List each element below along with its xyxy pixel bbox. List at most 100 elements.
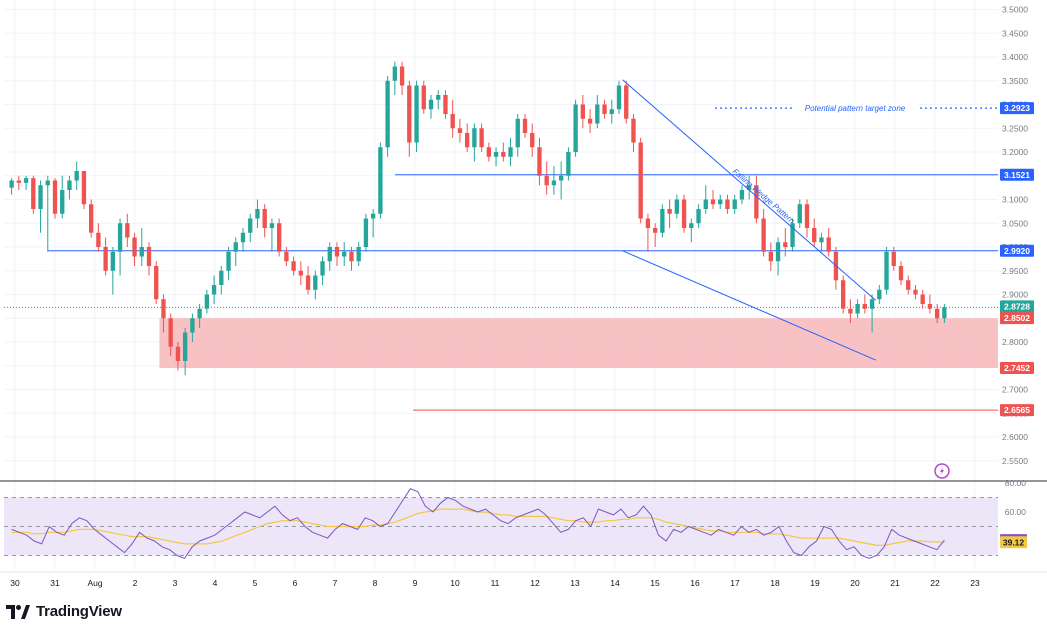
- candle: [934, 304, 940, 323]
- price-label-box: [1000, 102, 1034, 115]
- candle-body: [761, 218, 766, 252]
- candle: [544, 161, 549, 195]
- candle-body: [689, 223, 694, 228]
- candle-body: [305, 275, 311, 290]
- candle-body: [182, 332, 188, 361]
- time-tick-label: 6: [293, 578, 298, 588]
- candle: [942, 304, 947, 323]
- candle-body: [884, 251, 889, 290]
- candle: [284, 247, 289, 266]
- price-label-text: 2.9920: [1004, 246, 1030, 256]
- candle: [573, 99, 578, 157]
- candle-body: [139, 247, 144, 257]
- candle-body: [110, 251, 116, 271]
- candle-body: [804, 204, 810, 228]
- candle-body: [920, 294, 925, 304]
- candle: [154, 261, 159, 304]
- candle: [414, 80, 419, 152]
- candle-body: [428, 99, 434, 110]
- candle: [797, 199, 802, 228]
- candle: [645, 213, 651, 252]
- time-tick-label: 11: [491, 578, 500, 588]
- candle: [421, 80, 426, 114]
- flash-icon[interactable]: [934, 463, 950, 479]
- candle: [508, 137, 513, 167]
- candle: [739, 185, 745, 205]
- candle: [139, 228, 144, 266]
- candle: [45, 175, 50, 252]
- candle: [197, 304, 202, 328]
- time-tick-label: 8: [373, 578, 378, 588]
- candle-body: [616, 85, 622, 110]
- candle-body: [132, 237, 137, 257]
- candle: [103, 237, 108, 276]
- candle-body: [674, 199, 680, 214]
- price-tick-label: 3.4000: [1002, 52, 1028, 62]
- candle: [269, 218, 275, 252]
- candle-body: [934, 308, 940, 319]
- candle: [313, 270, 318, 300]
- candle: [457, 118, 463, 143]
- candle-body: [660, 209, 665, 233]
- candle-body: [573, 104, 578, 152]
- candle-body: [913, 289, 918, 295]
- price-tick-label: 2.9000: [1002, 290, 1028, 300]
- time-axis[interactable]: 30 31 Aug 2 3 4 5 6 7 8 9 10 11 12 13 14 15 16 17 18 19 20 21 2…: [0, 571, 1047, 588]
- candle-body: [262, 209, 267, 228]
- candle-body: [638, 142, 643, 219]
- candle-body: [645, 218, 651, 228]
- tradingview-brand[interactable]: TradingView: [6, 603, 122, 620]
- candle: [718, 194, 723, 209]
- candle: [848, 299, 853, 323]
- candle-body: [558, 175, 564, 181]
- candle-body: [284, 251, 289, 262]
- rsi-tick-label: 80.00: [1005, 478, 1027, 488]
- candle: [23, 175, 29, 190]
- candle-body: [732, 199, 737, 209]
- candle: [580, 95, 586, 129]
- candle-body: [226, 251, 231, 271]
- candle: [602, 99, 607, 119]
- candle-body: [826, 237, 831, 252]
- time-tick-label: 22: [930, 578, 940, 588]
- horizontal-levels: [4, 102, 998, 411]
- candle-body: [479, 128, 484, 148]
- candle: [168, 313, 173, 357]
- candle: [428, 95, 434, 119]
- candle-body: [125, 223, 130, 238]
- candle: [696, 204, 701, 228]
- rsi-pane: [4, 488, 998, 560]
- candle: [117, 218, 123, 276]
- price-tick-label: 3.5000: [1002, 5, 1028, 15]
- candle: [233, 237, 238, 266]
- candle: [493, 147, 499, 167]
- candle: [226, 247, 231, 281]
- candle: [819, 232, 824, 252]
- candle: [211, 275, 217, 304]
- candle: [638, 137, 643, 224]
- candle: [38, 180, 43, 233]
- candle: [363, 213, 369, 252]
- candle: [60, 175, 65, 219]
- candle: [182, 327, 188, 376]
- candle-body: [790, 223, 795, 247]
- candle: [530, 123, 535, 157]
- candle-body: [486, 147, 492, 157]
- candle-body: [407, 85, 412, 143]
- price-tick-label: 2.5500: [1002, 456, 1028, 466]
- brand-name: TradingView: [36, 603, 122, 620]
- candle-body: [414, 85, 419, 143]
- candle: [81, 171, 87, 209]
- candle: [204, 289, 210, 314]
- candle: [869, 294, 875, 333]
- price-tick-label: 2.6000: [1002, 432, 1028, 442]
- price-candles: [9, 61, 947, 376]
- price-tick-label: 3.2500: [1002, 123, 1028, 133]
- time-tick-label: 13: [570, 578, 580, 588]
- candle: [436, 90, 441, 110]
- price-label-text: 3.2923: [1004, 103, 1030, 113]
- price-axis[interactable]: 3.50003.45003.40003.35003.30003.25003.20…: [1002, 5, 1028, 518]
- time-tick-label: 15: [650, 578, 660, 588]
- candle: [96, 223, 101, 252]
